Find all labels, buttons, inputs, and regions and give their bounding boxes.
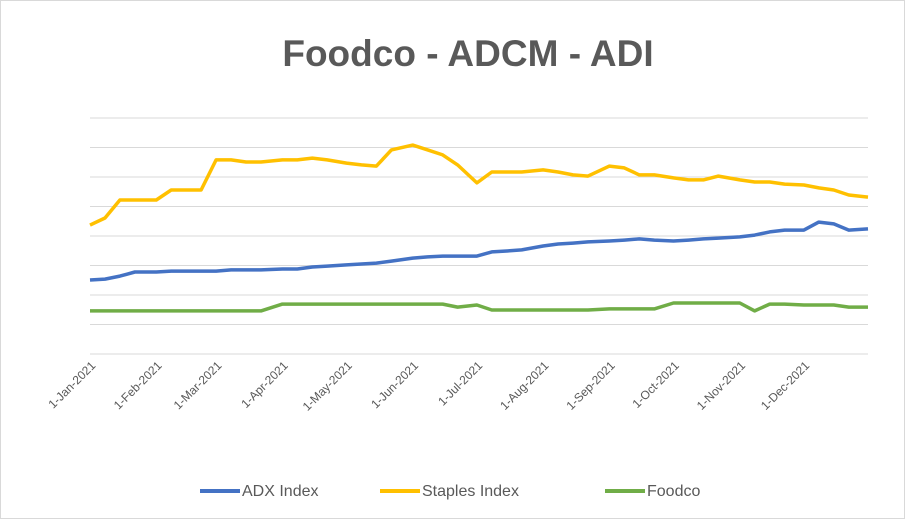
- series-line: [89, 143, 869, 227]
- legend-label: Staples Index: [422, 483, 519, 500]
- series-line: [89, 220, 869, 282]
- legend-label: ADX Index: [242, 483, 318, 500]
- series-line: [90, 301, 868, 313]
- legend-label: Foodco: [647, 483, 700, 500]
- chart-title: Foodco - ADCM - ADI: [282, 33, 653, 74]
